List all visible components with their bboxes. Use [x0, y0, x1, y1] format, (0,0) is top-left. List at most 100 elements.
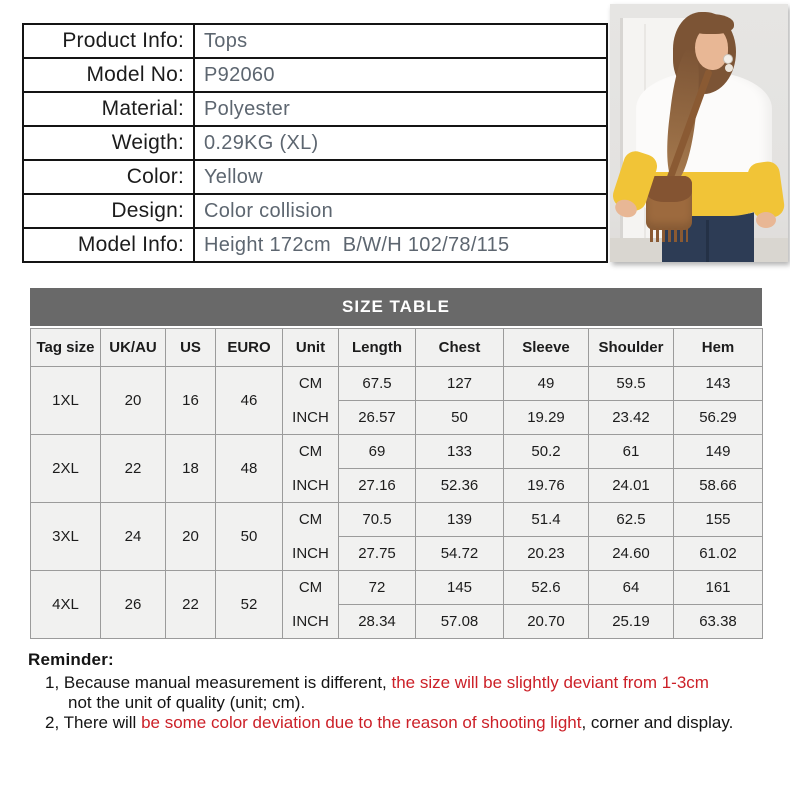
size-row-cm: 3XL 24 20 50 CM 70.5 139 51.4 62.5 155 — [30, 502, 763, 571]
product-info-value: Height 172cm B/W/H 102/78/115 — [193, 227, 608, 263]
product-info-label: Color: — [22, 159, 195, 195]
model-hair-fringe — [688, 14, 734, 34]
measurement-cell-cm: 149 — [673, 434, 763, 469]
product-info-row: Model Info: Height 172cm B/W/H 102/78/115 — [22, 227, 608, 263]
measurement-cell-inch: 26.57 — [338, 400, 416, 435]
size-euro-cell: 46 — [215, 366, 283, 435]
product-photo — [610, 4, 788, 262]
size-column-header: US — [165, 328, 216, 367]
size-euro-cell: 50 — [215, 502, 283, 571]
size-table-body: 1XL 20 16 46 CM 67.5 127 49 59.5 143 INCH 26.57 50 19… — [30, 366, 763, 639]
product-info-value: Polyester — [193, 91, 608, 127]
measurement-cell-cm: 50.2 — [503, 434, 589, 469]
product-info-label: Weigth: — [22, 125, 195, 161]
measurement-cell-inch: 52.36 — [415, 468, 504, 503]
model-hand-right — [756, 212, 776, 228]
size-column-header: Unit — [282, 328, 339, 367]
measurement-cell-inch: 61.02 — [673, 536, 763, 571]
reminder-line-1-black: 1, Because manual measurement is differe… — [45, 673, 392, 692]
measurement-cell-cm: 62.5 — [588, 502, 674, 537]
size-row-inch: INCH 27.16 52.36 19.76 24.01 58.66 — [31, 468, 763, 503]
product-info-label: Material: — [22, 91, 195, 127]
size-ukau-cell: 22 — [100, 434, 166, 503]
model-earring — [723, 54, 733, 64]
unit-inch-cell: INCH — [282, 604, 339, 639]
measurement-cell-cm: 72 — [338, 570, 416, 605]
model-face — [695, 27, 728, 70]
product-info-value: Yellow — [193, 159, 608, 195]
product-info-row: Model No: P92060 — [22, 57, 608, 93]
unit-cm-cell: CM — [282, 434, 339, 469]
unit-inch-cell: INCH — [282, 400, 339, 435]
measurement-cell-cm: 49 — [503, 366, 589, 401]
reminder-section: Reminder: 1, Because manual measurement … — [28, 650, 773, 733]
size-column-header: Shoulder — [588, 328, 674, 367]
measurement-cell-inch: 23.42 — [588, 400, 674, 435]
measurement-cell-inch: 56.29 — [673, 400, 763, 435]
model-yellow-cuff-right — [746, 160, 786, 220]
size-column-header: Length — [338, 328, 416, 367]
product-info-table-body: Product Info: Tops Model No: P92060 Material… — [22, 23, 608, 263]
product-info-row: Weigth: 0.29KG (XL) — [22, 125, 608, 161]
reminder-line-3-red: be some color deviation due to the reaso… — [141, 713, 582, 732]
measurement-cell-cm: 59.5 — [588, 366, 674, 401]
product-info-row: Material: Polyester — [22, 91, 608, 127]
size-row-inch: INCH 28.34 57.08 20.70 25.19 63.38 — [31, 604, 763, 639]
size-us-cell: 16 — [165, 366, 216, 435]
product-info-label: Design: — [22, 193, 195, 229]
measurement-cell-inch: 54.72 — [415, 536, 504, 571]
size-euro-cell: 48 — [215, 434, 283, 503]
reminder-line-3: 2, There will be some color deviation du… — [28, 713, 773, 733]
size-column-header: EURO — [215, 328, 283, 367]
product-info-label: Product Info: — [22, 23, 195, 59]
measurement-cell-inch: 19.76 — [503, 468, 589, 503]
size-us-cell: 18 — [165, 434, 216, 503]
measurement-cell-cm: 161 — [673, 570, 763, 605]
measurement-cell-inch: 57.08 — [415, 604, 504, 639]
unit-cm-cell: CM — [282, 502, 339, 537]
product-info-value: Color collision — [193, 193, 608, 229]
product-info-label: Model Info: — [22, 227, 195, 263]
size-us-cell: 22 — [165, 570, 216, 639]
size-row-cm: 4XL 26 22 52 CM 72 145 52.6 64 161 — [30, 570, 763, 639]
model-earring-drop — [725, 64, 733, 72]
unit-inch-cell: INCH — [282, 468, 339, 503]
reminder-line-3-black-2: , corner and display. — [581, 713, 734, 732]
size-tag-cell: 3XL — [30, 502, 101, 571]
measurement-cell-cm: 70.5 — [338, 502, 416, 537]
size-ukau-cell: 26 — [100, 570, 166, 639]
measurement-cell-inch: 24.01 — [588, 468, 674, 503]
measurement-cell-inch: 20.70 — [503, 604, 589, 639]
product-info-value: P92060 — [193, 57, 608, 93]
measurement-cell-cm: 52.6 — [503, 570, 589, 605]
reminder-line-3-black-1: 2, There will — [45, 713, 142, 732]
measurement-cell-inch: 58.66 — [673, 468, 763, 503]
size-ukau-cell: 24 — [100, 502, 166, 571]
measurement-cell-cm: 139 — [415, 502, 504, 537]
unit-cm-cell: CM — [282, 366, 339, 401]
size-tag-cell: 1XL — [30, 366, 101, 435]
measurement-cell-cm: 127 — [415, 366, 504, 401]
unit-inch-cell: INCH — [282, 536, 339, 571]
measurement-cell-inch: 27.16 — [338, 468, 416, 503]
size-table: Tag size UK/AU US EURO Unit Length Chest Sleeve… — [30, 328, 763, 639]
size-row-inch: INCH 26.57 50 19.29 23.42 56.29 — [31, 400, 763, 435]
model-jeans-seam — [706, 220, 709, 262]
measurement-cell-inch: 27.75 — [338, 536, 416, 571]
size-row-cm: 2XL 22 18 48 CM 69 133 50.2 61 149 — [30, 434, 763, 503]
product-info-table: Product Info: Tops Model No: P92060 Material… — [22, 23, 608, 263]
size-us-cell: 20 — [165, 502, 216, 571]
measurement-cell-inch: 63.38 — [673, 604, 763, 639]
measurement-cell-cm: 155 — [673, 502, 763, 537]
product-info-value: 0.29KG (XL) — [193, 125, 608, 161]
size-column-header: Tag size — [30, 328, 101, 367]
size-column-header: Sleeve — [503, 328, 589, 367]
measurement-cell-inch: 28.34 — [338, 604, 416, 639]
size-row-cm: 1XL 20 16 46 CM 67.5 127 49 59.5 143 — [30, 366, 763, 435]
size-table-title: SIZE TABLE — [30, 288, 762, 326]
unit-cm-cell: CM — [282, 570, 339, 605]
measurement-cell-cm: 51.4 — [503, 502, 589, 537]
measurement-cell-inch: 24.60 — [588, 536, 674, 571]
size-tag-cell: 4XL — [30, 570, 101, 639]
reminder-line-1: 1, Because manual measurement is differe… — [28, 673, 773, 693]
